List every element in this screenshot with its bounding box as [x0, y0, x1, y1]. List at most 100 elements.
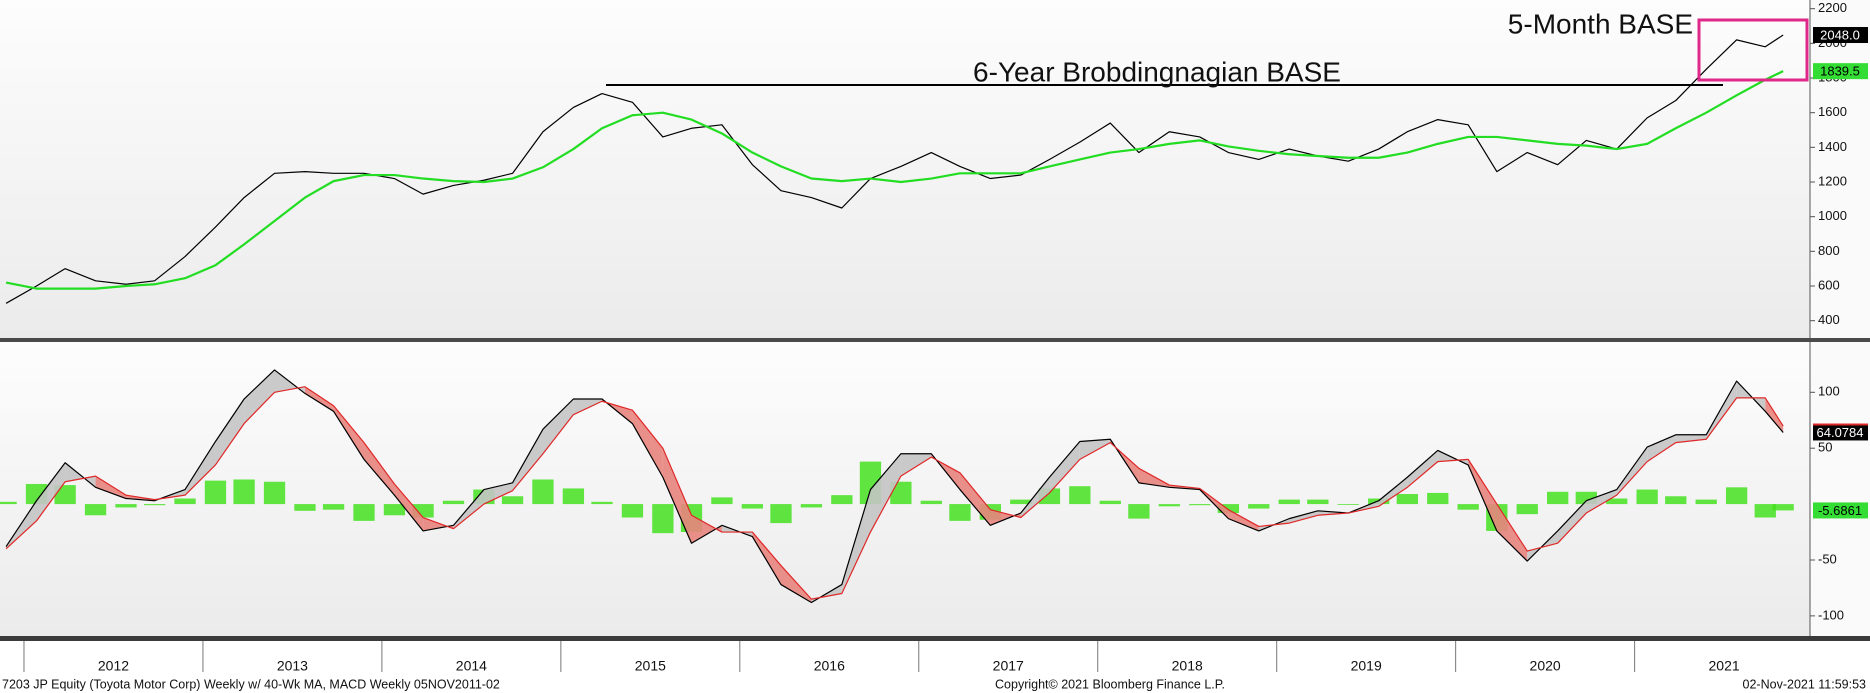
histogram-bar — [1665, 496, 1687, 505]
histogram-bar — [353, 504, 375, 521]
y2-tick-label: 100 — [1818, 384, 1840, 399]
last-value-label: 1839.5 — [1820, 64, 1860, 79]
macd-fill — [1647, 434, 1676, 462]
macd-fill — [1079, 439, 1111, 460]
base-box — [1697, 18, 1809, 82]
histogram-bar — [383, 504, 406, 516]
x-tick-label: 2016 — [814, 658, 845, 674]
histogram-bar — [174, 498, 196, 505]
macd-fill — [841, 489, 871, 594]
last-value-tag — [1813, 27, 1868, 44]
histogram-bar — [84, 504, 107, 516]
series-line — [5, 386, 1784, 600]
histogram-bar — [1128, 504, 1150, 519]
histogram-bar — [621, 504, 644, 518]
macd-fill — [900, 453, 932, 477]
histogram-bar — [1606, 498, 1628, 505]
macd-fill — [990, 509, 1021, 526]
series-line — [5, 369, 1784, 604]
macd-fill — [36, 462, 66, 521]
last-value-tag — [1813, 502, 1868, 519]
macd-fill — [1049, 441, 1080, 493]
x-tick-label: 2013 — [277, 658, 308, 674]
histogram-bar — [1547, 491, 1569, 505]
histogram-bar — [263, 481, 286, 505]
histogram-bar — [741, 504, 763, 509]
y-tick-label: 1600 — [1818, 104, 1847, 119]
x-tick-label: 2015 — [635, 658, 666, 674]
histogram-bar — [204, 480, 227, 505]
histogram-bar — [1457, 504, 1479, 510]
macd-fill — [1557, 500, 1587, 544]
x-tick-label: 2017 — [993, 658, 1024, 674]
macd-fill — [185, 441, 216, 496]
histogram-bar — [831, 495, 853, 505]
y-tick-label: 1400 — [1818, 139, 1847, 154]
panel-separator — [0, 338, 1870, 342]
histogram-bar — [294, 504, 316, 511]
macd-fill — [244, 369, 275, 424]
macd-fill — [1616, 447, 1648, 496]
histogram-bar — [1010, 499, 1032, 505]
macd-fill — [1407, 450, 1438, 488]
macd-fill — [333, 405, 365, 460]
macd-fill — [632, 410, 663, 478]
histogram-bar — [920, 500, 942, 505]
histogram-bar — [949, 504, 971, 521]
x-tick-label: 2021 — [1709, 658, 1740, 674]
histogram-bar — [562, 488, 585, 505]
price-panel — [0, 0, 1810, 338]
annotation: 6-Year Brobdingnagian BASE — [973, 56, 1341, 87]
macd-fill — [1765, 397, 1784, 433]
histogram-bar — [1725, 487, 1748, 505]
histogram-bar — [1695, 499, 1717, 505]
histogram-bar — [591, 501, 613, 505]
histogram-bar — [1189, 504, 1211, 506]
y-tick-label: 2200 — [1818, 0, 1847, 15]
histogram-bar — [890, 481, 912, 505]
histogram-bar — [711, 497, 733, 505]
histogram-bar — [532, 479, 554, 505]
x-tick-label: 2012 — [98, 658, 129, 674]
y-tick-label: 1000 — [1818, 208, 1847, 223]
macd-fill — [542, 399, 574, 454]
macd-fill — [1586, 489, 1617, 514]
marks — [0, 34, 1794, 604]
histogram-bar — [1337, 504, 1359, 505]
macd-fill — [691, 515, 722, 544]
macd-fill — [394, 483, 424, 531]
macd-fill — [1228, 509, 1259, 531]
last-value-tag — [1813, 63, 1868, 80]
y2-tick-label: 50 — [1818, 440, 1832, 455]
macd-fill — [1289, 510, 1318, 524]
histogram-bar — [1754, 504, 1776, 518]
y2-tick-label: -100 — [1818, 607, 1844, 622]
histogram-bar — [1069, 486, 1091, 505]
copyright: Copyright© 2021 Bloomberg Finance L.P. — [995, 677, 1225, 691]
histogram-bar — [115, 504, 137, 508]
histogram-bar — [1248, 504, 1270, 509]
x-tick-label: 2014 — [456, 658, 487, 674]
histogram-bar — [800, 504, 823, 508]
histogram-bar — [770, 504, 792, 524]
y-tick-label: 600 — [1818, 277, 1840, 292]
histogram-bar — [1772, 504, 1794, 511]
subtitle: 7203 JP Equity (Toyota Motor Corp) Weekl… — [2, 677, 500, 691]
last-value-label: 2048.0 — [1820, 27, 1860, 42]
macd-fill — [1378, 477, 1408, 507]
timestamp: 02-Nov-2021 11:59:53 — [1743, 677, 1867, 691]
histogram-bar — [1427, 492, 1449, 505]
y-tick-label: 400 — [1818, 312, 1840, 327]
axis-separator — [0, 636, 1870, 641]
histogram-bar — [501, 496, 524, 505]
y-tick-label: 1200 — [1818, 173, 1847, 188]
x-tick-label: 2019 — [1351, 658, 1382, 674]
macd-fill — [512, 429, 543, 491]
histogram-bar — [143, 504, 166, 506]
macd-fill — [959, 472, 991, 526]
histogram-bar — [1636, 489, 1658, 505]
histogram-bar — [1158, 504, 1180, 507]
macd-fill — [1020, 477, 1050, 518]
macd-fill — [1675, 434, 1707, 443]
